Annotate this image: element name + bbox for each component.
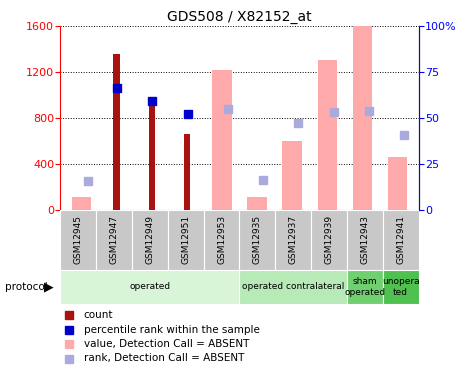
Text: operated contralateral: operated contralateral: [242, 282, 345, 291]
Text: GSM12943: GSM12943: [360, 215, 369, 264]
Text: GSM12951: GSM12951: [181, 215, 190, 264]
Bar: [311, 210, 347, 270]
Text: GSM12947: GSM12947: [110, 215, 119, 264]
Bar: [347, 270, 383, 304]
Bar: [212, 70, 232, 210]
Bar: [318, 60, 337, 210]
Bar: [168, 210, 204, 270]
Bar: [239, 270, 347, 304]
Bar: [184, 134, 190, 210]
Bar: [383, 270, 418, 304]
Text: value, Detection Call = ABSENT: value, Detection Call = ABSENT: [84, 339, 249, 349]
Bar: [96, 210, 132, 270]
Text: GSM12945: GSM12945: [74, 215, 83, 264]
Text: GSM12935: GSM12935: [253, 215, 262, 264]
Text: GSM12953: GSM12953: [217, 215, 226, 264]
Text: percentile rank within the sample: percentile rank within the sample: [84, 325, 259, 335]
Bar: [388, 157, 407, 210]
Bar: [282, 141, 302, 210]
Text: count: count: [84, 310, 113, 321]
Text: sham
operated: sham operated: [344, 277, 385, 297]
Bar: [383, 210, 418, 270]
Text: GSM12941: GSM12941: [396, 215, 405, 264]
Bar: [347, 210, 383, 270]
Text: unopera
ted: unopera ted: [382, 277, 419, 297]
Title: GDS508 / X82152_at: GDS508 / X82152_at: [167, 10, 312, 24]
Text: GSM12949: GSM12949: [146, 215, 154, 264]
Text: rank, Detection Call = ABSENT: rank, Detection Call = ABSENT: [84, 354, 244, 363]
Bar: [275, 210, 311, 270]
Bar: [148, 102, 155, 210]
Bar: [113, 54, 120, 210]
Bar: [239, 210, 275, 270]
Bar: [60, 210, 96, 270]
Text: ▶: ▶: [44, 280, 54, 293]
Text: GSM12939: GSM12939: [325, 215, 333, 264]
Bar: [352, 0, 372, 210]
Bar: [247, 197, 267, 210]
Bar: [132, 210, 168, 270]
Bar: [72, 197, 91, 210]
Bar: [60, 270, 239, 304]
Text: GSM12937: GSM12937: [289, 215, 298, 264]
Text: protocol: protocol: [5, 282, 47, 292]
Bar: [204, 210, 239, 270]
Text: operated: operated: [129, 282, 171, 291]
